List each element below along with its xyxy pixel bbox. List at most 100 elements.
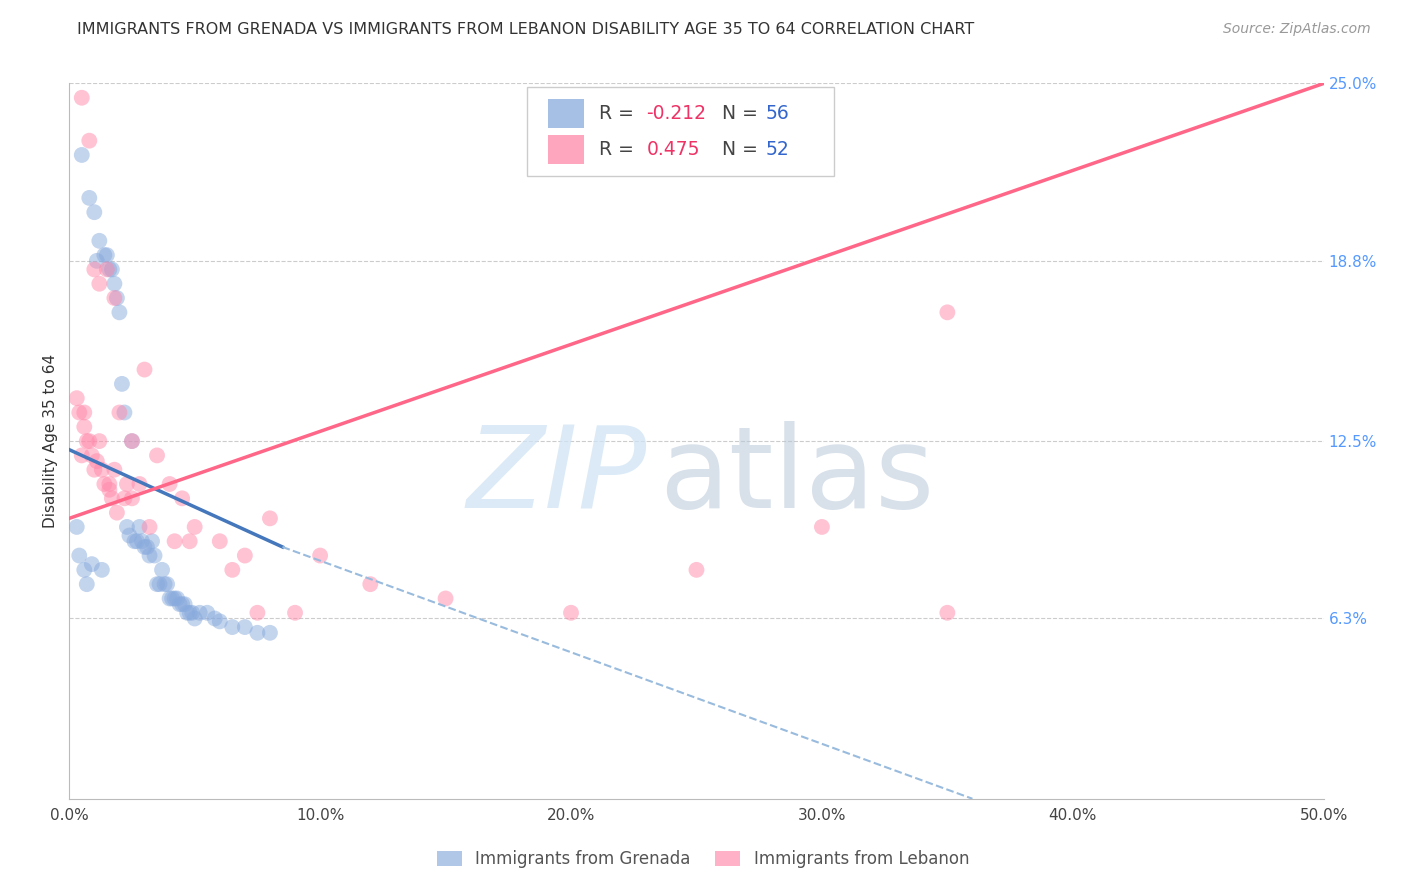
Point [86, 253, 108, 268]
Point [101, 262, 124, 277]
Point [166, 591, 188, 606]
Point [172, 597, 194, 611]
Point [101, 491, 124, 506]
Point [125, 534, 148, 549]
Point [204, 611, 226, 625]
Legend: Immigrants from Grenada, Immigrants from Lebanon: Immigrants from Grenada, Immigrants from… [430, 844, 976, 875]
Point [96, 248, 118, 262]
Point [136, 540, 159, 554]
Point [128, 520, 150, 534]
Point [115, 477, 138, 491]
Point [131, 534, 153, 549]
Point [111, 376, 134, 391]
Point [183, 611, 205, 625]
Point [121, 491, 143, 506]
Point [434, 591, 457, 606]
Point [103, 277, 125, 291]
Point [66, 520, 89, 534]
Point [79, 434, 101, 449]
Point [73, 405, 96, 419]
Point [112, 405, 135, 419]
Point [89, 277, 111, 291]
Point [105, 506, 128, 520]
Point [146, 449, 169, 463]
Point [811, 520, 834, 534]
Bar [548, 99, 583, 128]
Point [259, 625, 281, 640]
Point [138, 549, 160, 563]
Point [156, 577, 179, 591]
Point [181, 606, 204, 620]
Point [93, 477, 115, 491]
Point [208, 534, 231, 549]
Point [188, 606, 211, 620]
Point [89, 234, 111, 248]
Point [176, 606, 198, 620]
Point [208, 615, 231, 629]
Text: 56: 56 [765, 104, 789, 123]
Point [134, 362, 156, 376]
Point [118, 528, 141, 542]
Point [143, 549, 166, 563]
Text: Source: ZipAtlas.com: Source: ZipAtlas.com [1223, 22, 1371, 37]
Point [124, 534, 146, 549]
Point [146, 577, 169, 591]
Point [83, 463, 105, 477]
Point [76, 434, 98, 449]
Point [153, 577, 176, 591]
Point [98, 262, 121, 277]
FancyBboxPatch shape [527, 87, 834, 177]
Point [108, 405, 131, 419]
Point [936, 606, 959, 620]
Text: R =: R = [599, 140, 640, 159]
Point [936, 305, 959, 319]
Point [96, 262, 118, 277]
Point [179, 534, 201, 549]
Text: R =: R = [599, 104, 640, 123]
Point [163, 591, 186, 606]
Point [73, 419, 96, 434]
Point [90, 563, 112, 577]
Point [141, 534, 163, 549]
Point [98, 477, 121, 491]
Point [76, 577, 98, 591]
Point [138, 520, 160, 534]
Text: IMMIGRANTS FROM GRENADA VS IMMIGRANTS FROM LEBANON DISABILITY AGE 35 TO 64 CORRE: IMMIGRANTS FROM GRENADA VS IMMIGRANTS FR… [77, 22, 974, 37]
Point [121, 434, 143, 449]
Point [121, 434, 143, 449]
Point [70, 148, 93, 162]
Text: -0.212: -0.212 [647, 104, 706, 123]
Point [103, 291, 125, 305]
Point [83, 205, 105, 219]
Point [115, 520, 138, 534]
Point [80, 449, 103, 463]
Point [80, 557, 103, 571]
Point [93, 248, 115, 262]
Point [79, 191, 101, 205]
Point [169, 597, 191, 611]
Point [134, 540, 156, 554]
Y-axis label: Disability Age 35 to 64: Disability Age 35 to 64 [44, 354, 58, 528]
Point [108, 305, 131, 319]
Point [98, 483, 121, 497]
Point [79, 134, 101, 148]
Point [179, 606, 201, 620]
Point [685, 563, 707, 577]
Point [67, 405, 90, 419]
Point [221, 620, 243, 634]
Point [246, 625, 269, 640]
Text: N =: N = [721, 104, 763, 123]
Point [83, 262, 105, 277]
Point [246, 606, 269, 620]
Point [160, 591, 183, 606]
Point [128, 477, 150, 491]
Point [148, 577, 170, 591]
Text: ZIP: ZIP [465, 421, 647, 533]
Point [359, 577, 381, 591]
Point [70, 91, 93, 105]
Point [195, 606, 218, 620]
Point [112, 491, 135, 506]
Point [233, 549, 256, 563]
Point [73, 563, 96, 577]
Point [172, 491, 194, 506]
